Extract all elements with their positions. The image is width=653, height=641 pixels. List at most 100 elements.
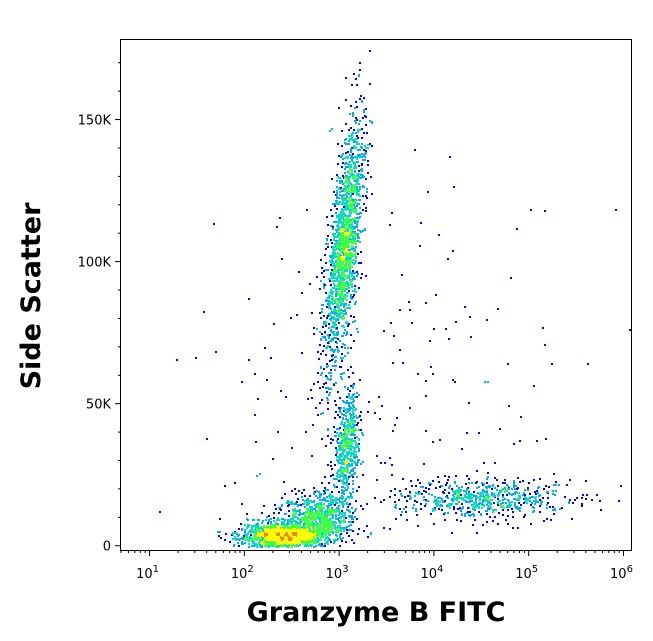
- event-dot: [307, 533, 309, 535]
- event-dot: [409, 495, 411, 497]
- event-dot: [343, 459, 345, 461]
- event-dot: [447, 258, 449, 260]
- event-dot: [331, 507, 333, 509]
- event-dot: [401, 495, 403, 497]
- event-dot: [358, 429, 360, 431]
- event-dot: [241, 537, 243, 539]
- event-dot: [351, 507, 353, 509]
- event-dot: [333, 309, 335, 311]
- event-dot: [345, 123, 347, 125]
- event-dot: [330, 504, 332, 506]
- event-dot: [279, 217, 281, 219]
- event-dot: [347, 433, 349, 435]
- event-dot: [486, 498, 488, 500]
- event-dot: [352, 270, 354, 272]
- event-dot: [308, 514, 310, 516]
- event-dot: [247, 537, 249, 539]
- event-dot: [502, 488, 504, 490]
- event-dot: [339, 522, 341, 524]
- event-dot: [340, 309, 342, 311]
- event-dot: [344, 482, 346, 484]
- event-dot: [400, 514, 402, 516]
- event-dot: [262, 537, 264, 539]
- event-dot: [297, 505, 299, 507]
- event-dot: [334, 334, 336, 336]
- event-dot: [343, 266, 345, 268]
- event-dot: [345, 254, 347, 256]
- event-dot: [464, 515, 466, 517]
- event-dot: [464, 513, 466, 515]
- event-dot: [326, 216, 328, 218]
- event-dot: [284, 538, 286, 540]
- event-dot: [359, 241, 361, 243]
- event-dot: [354, 222, 356, 224]
- event-dot: [352, 112, 354, 114]
- event-dot: [502, 482, 504, 484]
- event-dot: [341, 303, 343, 305]
- event-dot: [332, 226, 334, 228]
- event-dot: [365, 147, 367, 149]
- event-dot: [321, 511, 323, 513]
- event-dot: [537, 501, 539, 503]
- event-dot: [499, 500, 501, 502]
- event-dot: [328, 482, 330, 484]
- event-dot: [360, 277, 362, 279]
- event-dot: [524, 494, 526, 496]
- event-dot: [340, 156, 342, 158]
- event-dot: [448, 503, 450, 505]
- event-dot: [364, 115, 366, 117]
- event-dot: [354, 451, 356, 453]
- event-dot: [367, 144, 369, 146]
- event-dot: [347, 427, 349, 429]
- event-dot: [350, 151, 352, 153]
- event-dot: [343, 316, 345, 318]
- event-dot: [354, 457, 356, 459]
- event-dot: [346, 435, 348, 437]
- event-dot: [330, 260, 332, 262]
- event-dot: [362, 117, 364, 119]
- event-dot: [249, 530, 251, 532]
- event-dot: [348, 323, 350, 325]
- event-dot: [330, 541, 332, 543]
- event-dot: [581, 505, 583, 507]
- event-dot: [290, 545, 292, 547]
- event-dot: [347, 471, 349, 473]
- event-dot: [320, 374, 322, 376]
- event-dot: [264, 540, 266, 542]
- event-dot: [351, 245, 353, 247]
- event-dot: [358, 193, 360, 195]
- event-dot: [509, 493, 511, 495]
- event-dot: [355, 240, 357, 242]
- event-dot: [338, 499, 340, 501]
- event-dot: [306, 523, 308, 525]
- event-dot: [325, 347, 327, 349]
- event-dot: [451, 532, 453, 534]
- event-dot: [344, 294, 346, 296]
- event-dot: [342, 287, 344, 289]
- event-dot: [351, 465, 353, 467]
- event-dot: [354, 162, 356, 164]
- event-dot: [336, 440, 338, 442]
- event-dot: [448, 487, 450, 489]
- event-dot: [346, 239, 348, 241]
- event-dot: [350, 297, 352, 299]
- event-dot: [338, 217, 340, 219]
- event-dot: [272, 533, 274, 535]
- event-dot: [261, 512, 263, 514]
- event-dot: [322, 386, 324, 388]
- event-dot: [281, 505, 283, 507]
- event-dot: [256, 535, 258, 537]
- event-dot: [344, 329, 346, 331]
- event-dot: [215, 351, 217, 353]
- event-dot: [419, 482, 421, 484]
- event-dot: [345, 267, 347, 269]
- event-dot: [296, 314, 298, 316]
- event-dot: [535, 496, 537, 498]
- event-dot: [319, 503, 321, 505]
- event-dot: [476, 487, 478, 489]
- event-dot: [352, 428, 354, 430]
- event-dot: [473, 502, 475, 504]
- event-dot: [337, 391, 339, 393]
- event-dot: [523, 502, 525, 504]
- event-dot: [309, 283, 311, 285]
